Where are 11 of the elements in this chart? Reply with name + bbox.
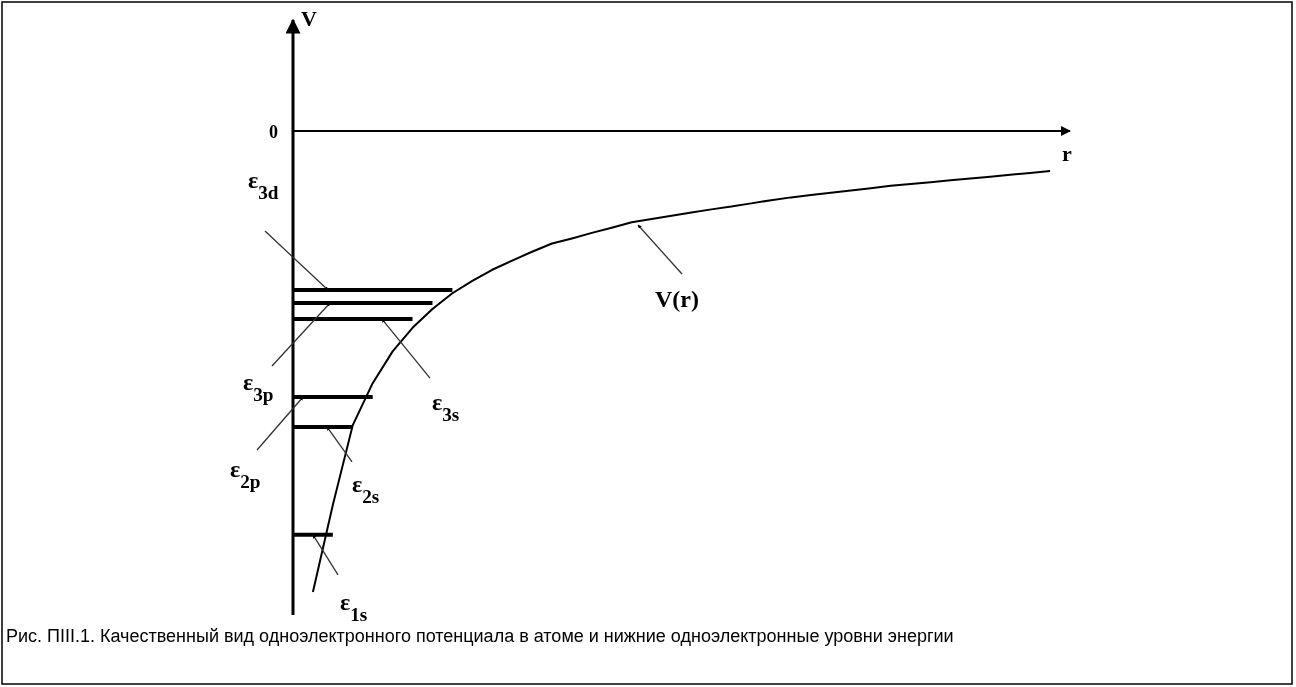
x-axis-title: r [1062, 141, 1072, 166]
text: 0 [269, 122, 278, 142]
text: ε$_{3p}$ [243, 368, 274, 405]
text: ε$_{2p}$ [230, 456, 261, 492]
series-label: ε$_{2s}$ [352, 470, 380, 507]
text: ε$_{1s}$ [340, 588, 368, 625]
text: ε$_{3d}$ [248, 167, 279, 203]
y-axis-title: V [301, 6, 317, 31]
text: Рис. ПIII.1. Качественный вид одноэлектронного потенциала в атоме и нижние одноэлектронные уровни энергии [6, 626, 954, 646]
text: ε$_{3s}$ [432, 389, 460, 425]
text: V(r) [655, 286, 699, 312]
